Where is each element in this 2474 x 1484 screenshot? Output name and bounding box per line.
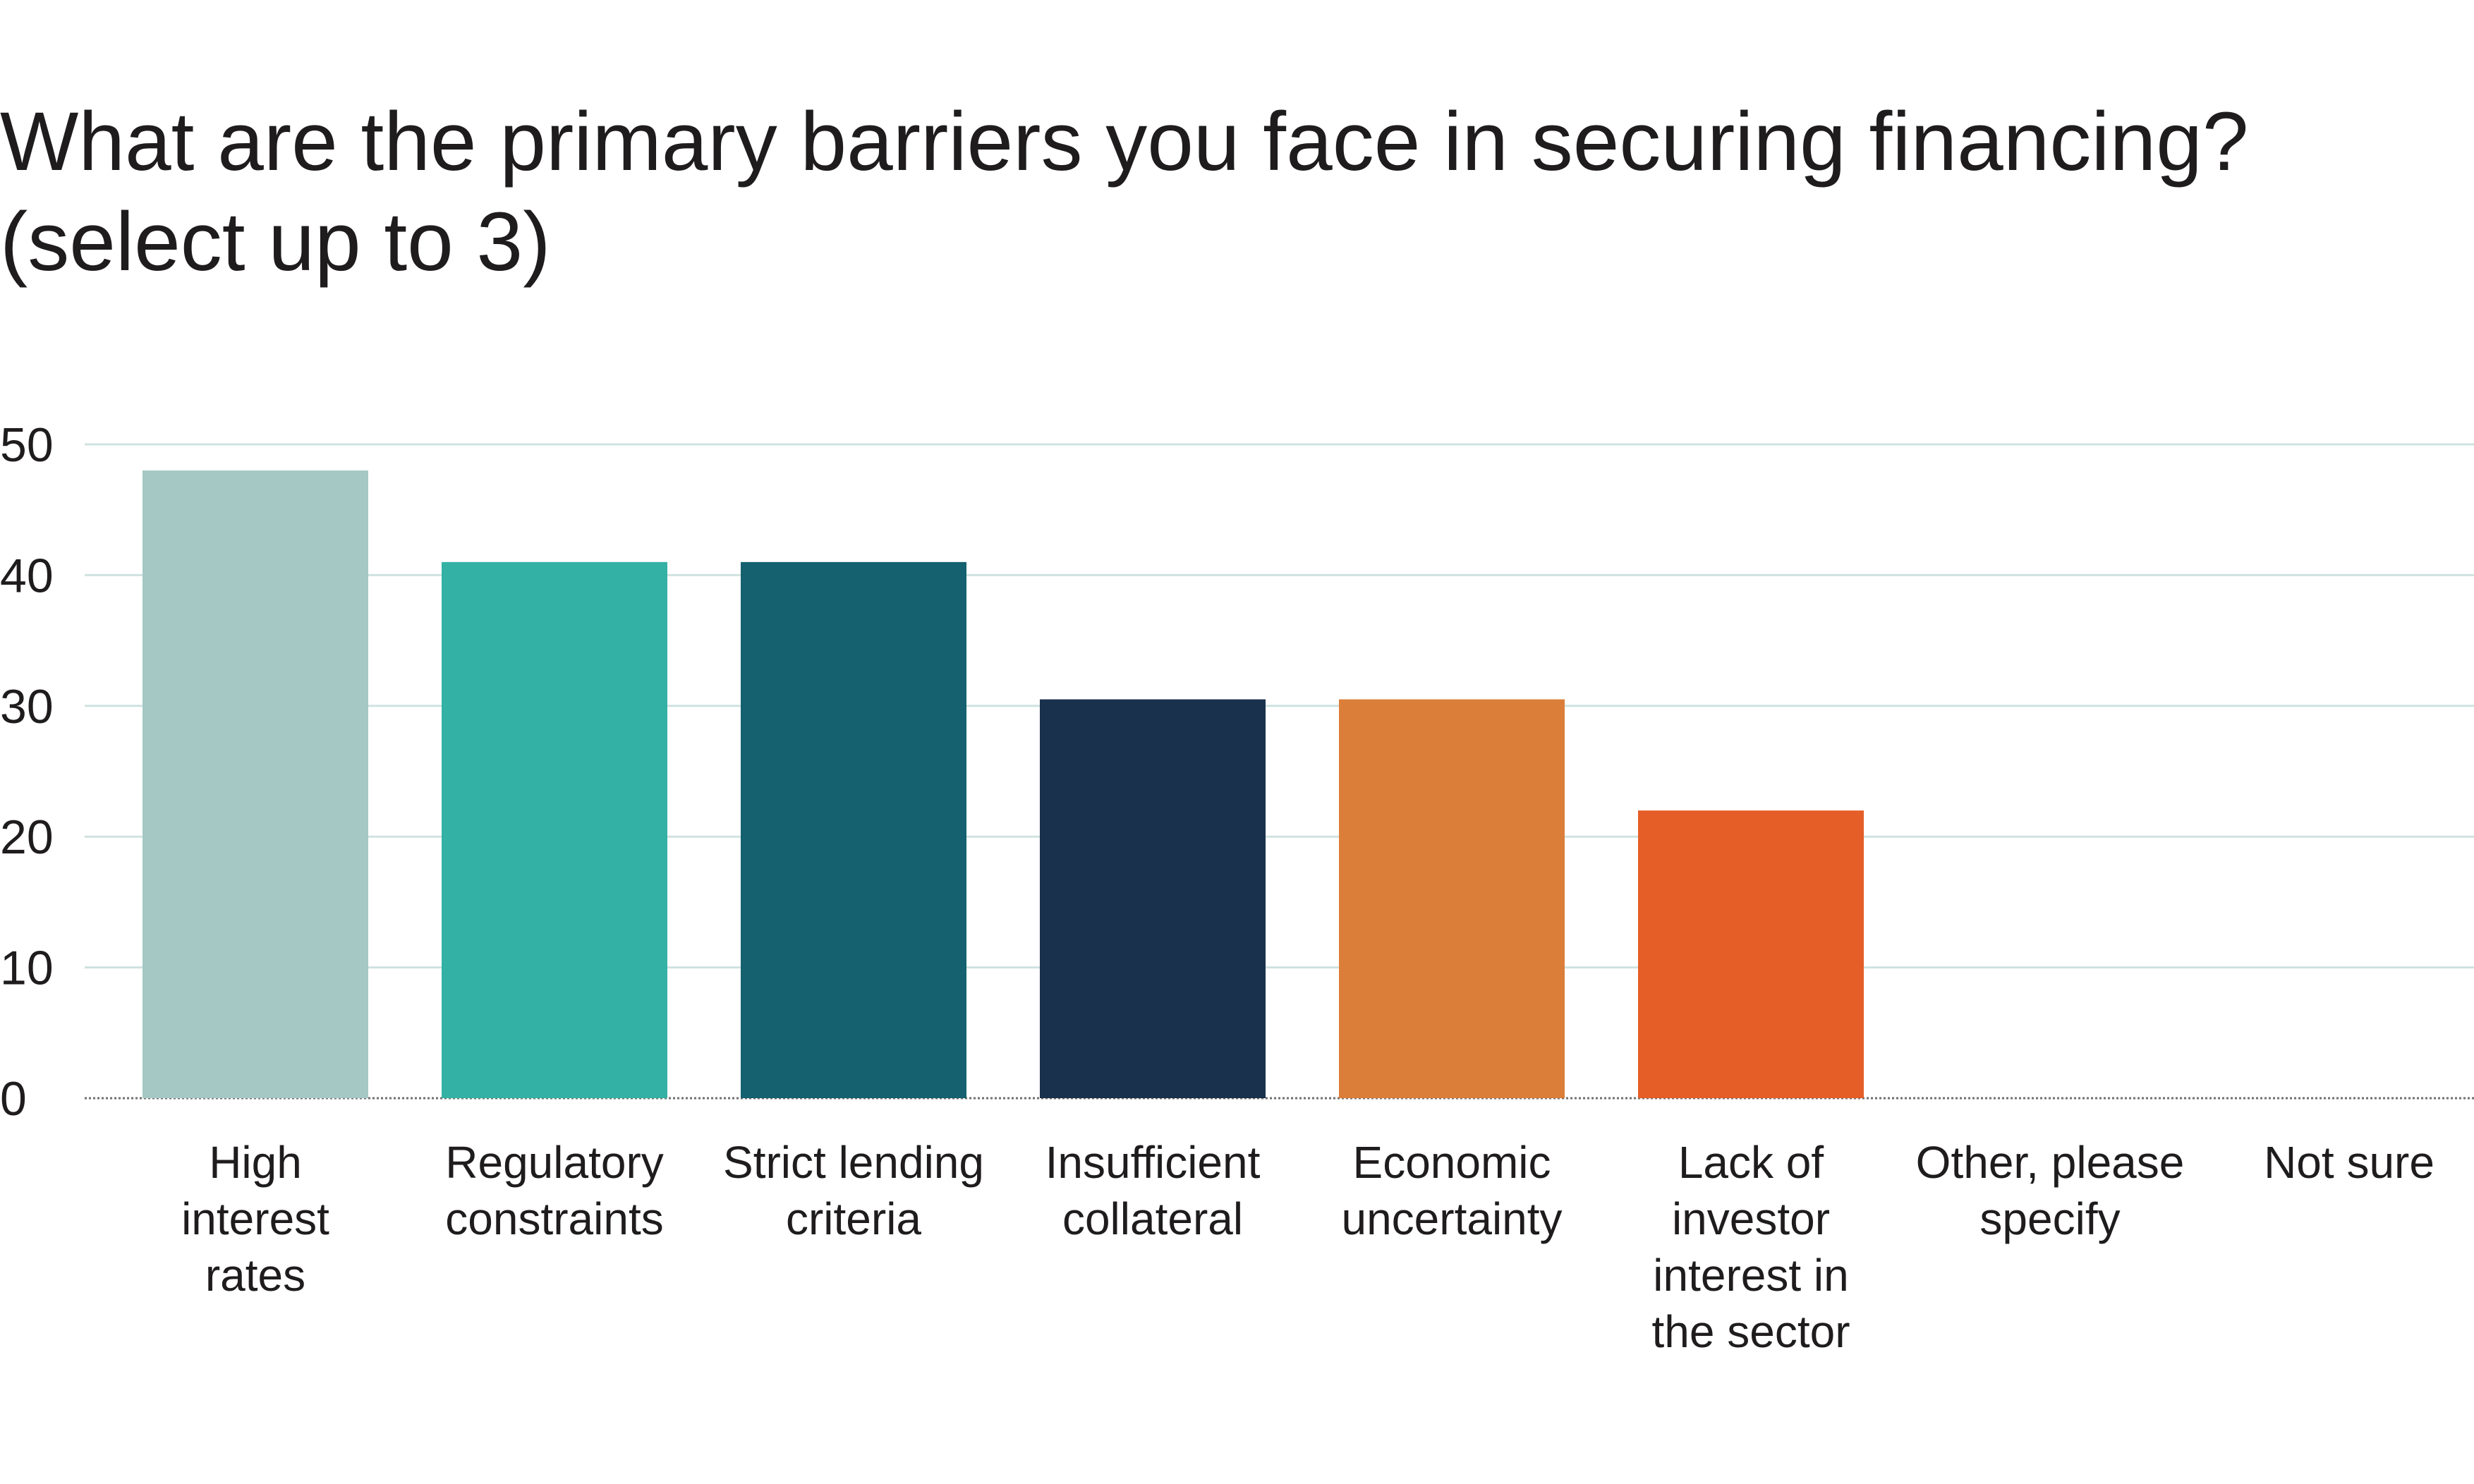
x-category-label: Insufficient collateral xyxy=(1045,1137,1261,1244)
x-category-label: Not sure xyxy=(2264,1137,2434,1188)
x-category-label: Strict lending criteria xyxy=(723,1137,984,1244)
chart-title: What are the primary barriers you face i… xyxy=(0,92,2399,292)
x-category-label: High interest rates xyxy=(181,1137,329,1301)
y-tick-label: 0 xyxy=(0,1072,27,1126)
x-category-label: Regulatory constraints xyxy=(445,1137,664,1244)
x-category-label: Other, please specify xyxy=(1916,1137,2185,1244)
y-tick-label: 20 xyxy=(0,810,54,864)
y-tick-label: 10 xyxy=(0,942,54,995)
chart-title-line-1: What are the primary barriers you face i… xyxy=(0,95,2249,188)
bar xyxy=(1638,810,1864,1098)
x-category-label: Lack of investor interest in the sector xyxy=(1651,1137,1850,1357)
y-tick-label: 30 xyxy=(0,680,54,734)
bar xyxy=(741,561,966,1098)
bar xyxy=(1040,699,1266,1098)
chart-title-line-2: (select up to 3) xyxy=(0,195,551,288)
x-category-label: Economic uncertainty xyxy=(1341,1137,1562,1244)
bar xyxy=(143,470,368,1098)
bar xyxy=(442,561,667,1098)
y-tick-label: 40 xyxy=(0,549,54,602)
y-tick-label: 50 xyxy=(0,418,54,472)
bar xyxy=(1339,699,1565,1098)
